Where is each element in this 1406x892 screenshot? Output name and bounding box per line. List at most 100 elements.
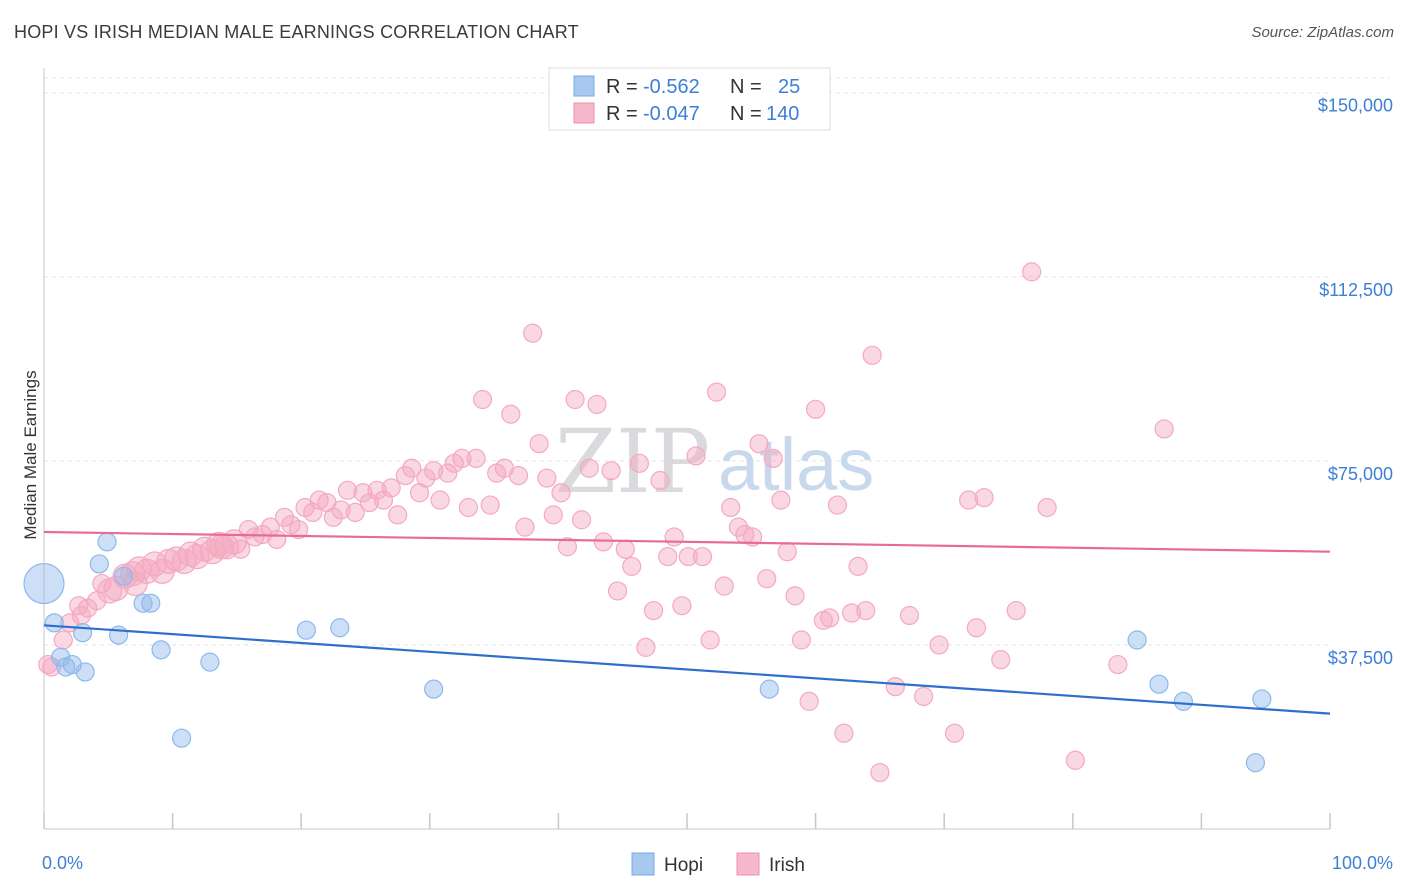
irish-point bbox=[601, 461, 621, 481]
irish-point bbox=[827, 495, 848, 515]
irish-point bbox=[529, 434, 549, 454]
irish-point bbox=[587, 394, 607, 415]
irish-point bbox=[622, 556, 642, 576]
axes bbox=[43, 68, 1331, 830]
hopi-point bbox=[759, 679, 779, 699]
irish-point bbox=[706, 382, 727, 402]
irish-point bbox=[515, 517, 535, 537]
hopi-point bbox=[114, 566, 134, 586]
irish-point bbox=[184, 543, 210, 570]
y-tick-label: $112,500 bbox=[1319, 280, 1393, 300]
irish-point bbox=[466, 448, 486, 469]
y-axis-label: Median Male Earnings bbox=[21, 370, 40, 539]
hopi-point bbox=[1149, 674, 1169, 694]
irish-point bbox=[416, 468, 436, 488]
hopi-point bbox=[1252, 689, 1272, 709]
watermark-zip: ZIP bbox=[555, 410, 710, 513]
irish-point bbox=[721, 497, 741, 518]
irish-point bbox=[543, 505, 563, 525]
irish-point bbox=[480, 495, 500, 515]
irish-point bbox=[289, 519, 309, 540]
irish-point bbox=[629, 453, 650, 473]
hopi-point bbox=[1127, 630, 1147, 650]
data-points bbox=[23, 262, 1272, 783]
hopi-point bbox=[1173, 691, 1193, 711]
irish-point bbox=[763, 448, 783, 469]
irish-point bbox=[388, 505, 408, 525]
irish-point bbox=[834, 723, 854, 743]
irish-point bbox=[658, 546, 678, 567]
irish-point bbox=[458, 497, 478, 518]
grid-lines bbox=[44, 77, 1390, 646]
irish-point bbox=[87, 591, 107, 611]
series-legend-swatch-irish bbox=[736, 852, 760, 876]
irish-point bbox=[353, 483, 373, 503]
irish-point bbox=[523, 323, 543, 343]
y-tick-label: $37,500 bbox=[1328, 648, 1393, 668]
irish-point bbox=[452, 448, 472, 469]
irish-point bbox=[974, 488, 994, 508]
irish-point bbox=[1022, 262, 1042, 282]
irish-point bbox=[557, 537, 578, 557]
irish-point bbox=[551, 483, 571, 503]
legend-swatch-irish bbox=[573, 102, 595, 124]
x-tick-label-end: 100.0% bbox=[1332, 853, 1393, 873]
irish-point bbox=[71, 605, 91, 626]
irish-point bbox=[245, 527, 265, 547]
irish-point bbox=[785, 586, 805, 606]
irish-point bbox=[508, 465, 529, 486]
irish-point bbox=[672, 596, 692, 616]
series-legend-swatch-hopi bbox=[631, 852, 655, 876]
legend-n-label-hopi: N = bbox=[730, 76, 762, 98]
hopi-trend-line bbox=[43, 624, 1331, 715]
hopi-point bbox=[133, 593, 153, 613]
irish-point bbox=[615, 539, 635, 559]
irish-point bbox=[848, 556, 868, 576]
irish-point bbox=[664, 527, 684, 547]
hopi-point bbox=[75, 662, 95, 682]
irish-point bbox=[402, 458, 422, 478]
irish-point bbox=[359, 492, 379, 513]
legend-r-label-hopi: R = bbox=[606, 76, 638, 98]
series-legend: Hopi Irish bbox=[631, 852, 805, 876]
irish-point bbox=[345, 502, 365, 523]
irish-trend-line bbox=[43, 530, 1331, 553]
irish-point bbox=[966, 618, 986, 638]
irish-point bbox=[856, 600, 876, 621]
hopi-point bbox=[72, 623, 93, 643]
legend-box bbox=[548, 67, 831, 131]
hopi-point bbox=[51, 647, 71, 667]
irish-point bbox=[303, 502, 323, 523]
irish-point bbox=[337, 480, 358, 500]
hopi-point bbox=[44, 613, 64, 633]
irish-point bbox=[862, 345, 882, 365]
hopi-point bbox=[424, 679, 444, 699]
irish-point bbox=[650, 470, 670, 491]
irish-point bbox=[842, 603, 862, 623]
hopi-point bbox=[108, 625, 129, 645]
chart-title: HOPI VS IRISH MEDIAN MALE EARNINGS CORRE… bbox=[14, 22, 579, 42]
irish-point bbox=[122, 570, 148, 597]
irish-point bbox=[1065, 750, 1085, 770]
irish-point bbox=[274, 507, 295, 527]
hopi-point bbox=[23, 562, 65, 605]
hopi-point bbox=[151, 640, 171, 660]
irish-point bbox=[331, 500, 351, 520]
irish-point bbox=[914, 686, 934, 707]
irish-point bbox=[231, 539, 251, 559]
y-tick-labels: $150,000 $112,500 $75,000 $37,500 bbox=[1318, 96, 1393, 668]
irish-point bbox=[1037, 497, 1057, 518]
watermark: ZIP atlas bbox=[555, 410, 874, 513]
irish-point bbox=[472, 389, 493, 410]
irish-point bbox=[593, 532, 614, 552]
hopi-point bbox=[330, 618, 350, 638]
x-tick-label-start: 0.0% bbox=[42, 853, 83, 873]
irish-point bbox=[791, 630, 812, 650]
irish-point bbox=[607, 581, 628, 601]
irish-point bbox=[805, 399, 826, 419]
hopi-point bbox=[172, 728, 192, 748]
y-tick-label: $75,000 bbox=[1328, 464, 1393, 484]
irish-point bbox=[1108, 654, 1128, 675]
irish-point bbox=[870, 762, 890, 783]
trend-lines bbox=[43, 530, 1331, 715]
